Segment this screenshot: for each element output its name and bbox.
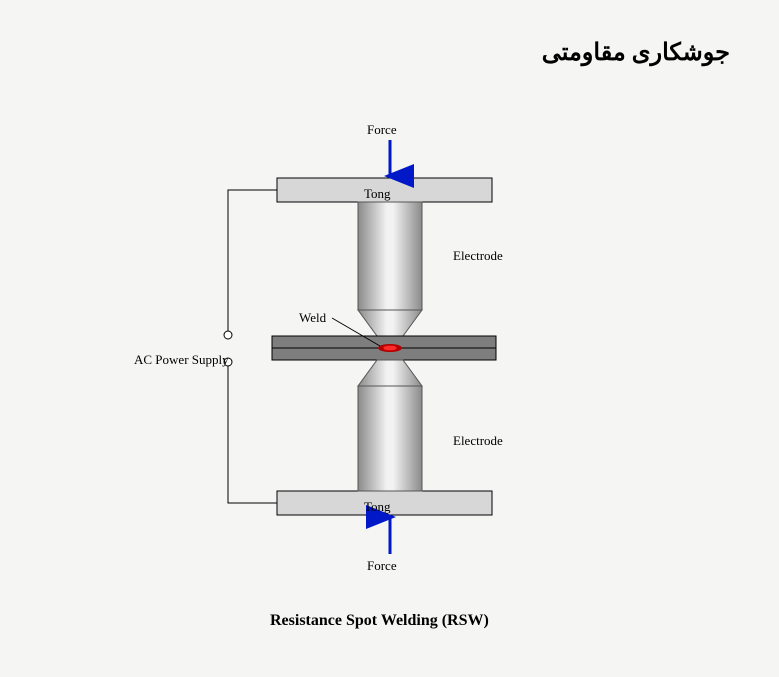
label-tong-top: Tong (364, 186, 391, 202)
electrode-top (358, 202, 422, 310)
wire-bottom (228, 362, 277, 503)
caption: Resistance Spot Welding (RSW) (270, 612, 489, 630)
label-ac-power: AC Power Supply (134, 352, 229, 368)
label-force-top: Force (367, 122, 397, 138)
weld-nugget-core (383, 346, 396, 351)
electrode-bottom (358, 386, 422, 491)
label-tong-bottom: Tong (364, 499, 391, 515)
diagram-svg (0, 0, 779, 677)
electrode-tip-top (358, 310, 422, 336)
label-force-bottom: Force (367, 558, 397, 574)
electrode-tip-bottom (358, 360, 422, 386)
label-electrode-top: Electrode (453, 248, 503, 264)
wire-top (228, 190, 277, 335)
page-title-fa: جوشکاری مقاومتی (542, 38, 730, 67)
label-electrode-bottom: Electrode (453, 433, 503, 449)
label-weld: Weld (299, 310, 326, 326)
terminal-top (224, 331, 232, 339)
